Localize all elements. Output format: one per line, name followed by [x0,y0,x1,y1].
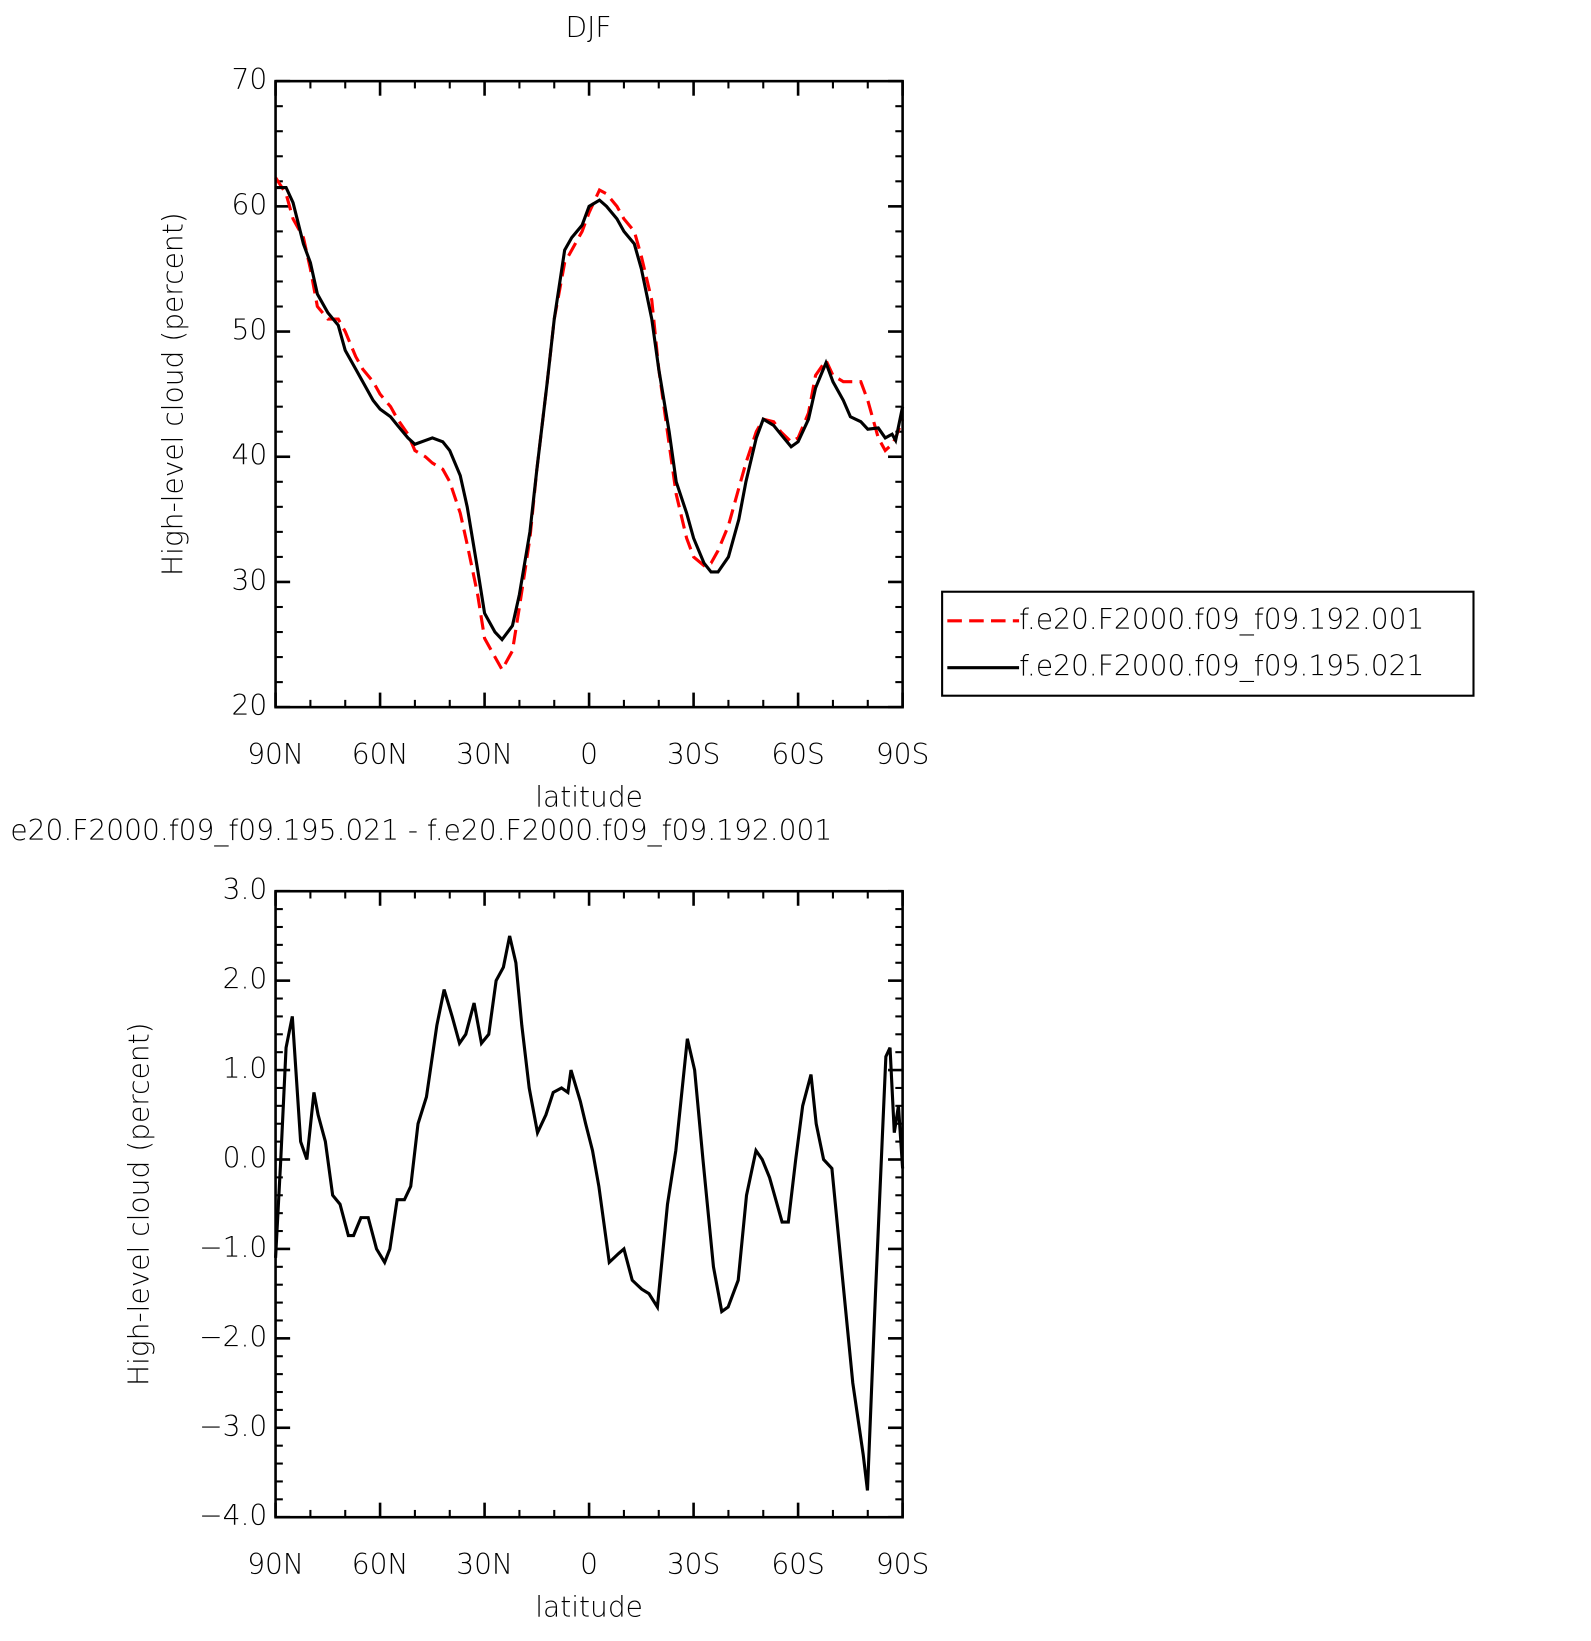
x-axis-label: latitude [535,1591,643,1624]
x-tick-label: 90S [876,1548,930,1581]
data-line [274,935,905,1491]
x-tick-label: 60S [771,738,825,771]
data-line [275,185,905,642]
y-tick-label: 20 [232,689,268,722]
x-tick-label: 30N [456,1548,513,1581]
y-tick-label: −3.0 [199,1410,267,1443]
y-tick-label: −4.0 [199,1499,267,1532]
y-tick-label: 70 [232,63,268,96]
y-tick-label: 0.0 [223,1141,268,1174]
y-tick-label: 40 [232,439,268,472]
y-tick-label: 60 [232,188,268,221]
x-tick-label: 0 [580,738,598,771]
y-tick-label: −1.0 [199,1231,267,1264]
legend-label: f.e20.F2000.f09_f09.195.021 [1019,650,1424,684]
x-tick-label: 90N [247,738,304,771]
x-tick-label: 30N [456,738,513,771]
x-tick-label: 60N [352,738,409,771]
y-tick-label: 2.0 [223,963,268,996]
x-tick-label: 60S [771,1548,825,1581]
y-tick-label: 1.0 [223,1052,268,1085]
plot-frame [274,79,904,709]
chart-title: e20.F2000.f09_f09.195.021 - f.e20.F2000.… [10,814,832,848]
x-tick-label: 90S [876,738,930,771]
legend-box [941,590,1475,697]
x-tick-label: 0 [580,1548,598,1581]
x-axis-label: latitude [535,781,643,814]
chart-title: DJF [566,11,612,44]
plot-frame [274,889,904,1519]
legend-label: f.e20.F2000.f09_f09.192.001 [1019,603,1424,637]
y-axis-label: High-level cloud (percent) [122,1022,155,1386]
data-line [274,176,905,673]
y-tick-label: 50 [232,314,268,347]
y-axis-label: High-level cloud (percent) [157,212,190,576]
x-tick-label: 90N [247,1548,304,1581]
y-tick-label: 30 [232,564,268,597]
x-tick-label: 30S [667,1548,721,1581]
x-tick-label: 60N [352,1548,409,1581]
y-tick-label: −2.0 [199,1320,267,1353]
x-tick-label: 30S [667,738,721,771]
y-tick-label: 3.0 [223,873,268,906]
